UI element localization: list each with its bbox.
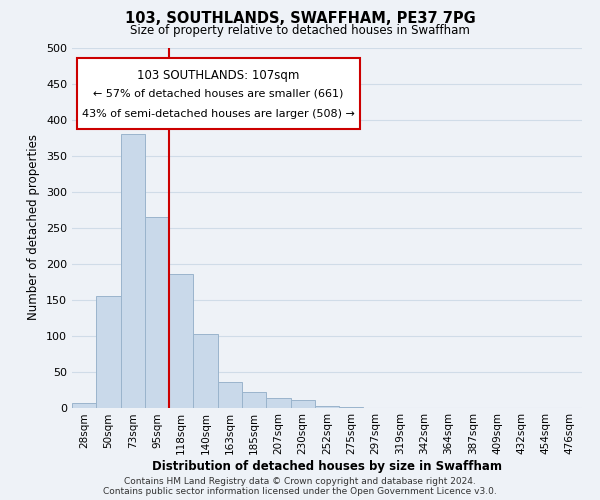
Bar: [169, 274, 193, 407]
Text: Contains HM Land Registry data © Crown copyright and database right 2024.: Contains HM Land Registry data © Crown c…: [124, 477, 476, 486]
Bar: [96, 296, 121, 408]
Bar: [290, 400, 315, 407]
FancyBboxPatch shape: [77, 58, 360, 128]
Bar: [121, 134, 145, 407]
Y-axis label: Number of detached properties: Number of detached properties: [28, 134, 40, 320]
Text: Size of property relative to detached houses in Swaffham: Size of property relative to detached ho…: [130, 24, 470, 37]
Bar: [242, 392, 266, 407]
X-axis label: Distribution of detached houses by size in Swaffham: Distribution of detached houses by size …: [152, 460, 502, 473]
Text: Contains public sector information licensed under the Open Government Licence v3: Contains public sector information licen…: [103, 487, 497, 496]
Text: 103 SOUTHLANDS: 107sqm: 103 SOUTHLANDS: 107sqm: [137, 69, 300, 82]
Bar: [72, 403, 96, 407]
Text: ← 57% of detached houses are smaller (661): ← 57% of detached houses are smaller (66…: [94, 89, 344, 99]
Text: 103, SOUTHLANDS, SWAFFHAM, PE37 7PG: 103, SOUTHLANDS, SWAFFHAM, PE37 7PG: [125, 11, 475, 26]
Bar: [218, 382, 242, 407]
Bar: [266, 398, 290, 407]
Bar: [145, 216, 169, 408]
Bar: [339, 407, 364, 408]
Text: 43% of semi-detached houses are larger (508) →: 43% of semi-detached houses are larger (…: [82, 108, 355, 118]
Bar: [193, 334, 218, 407]
Bar: [315, 406, 339, 407]
